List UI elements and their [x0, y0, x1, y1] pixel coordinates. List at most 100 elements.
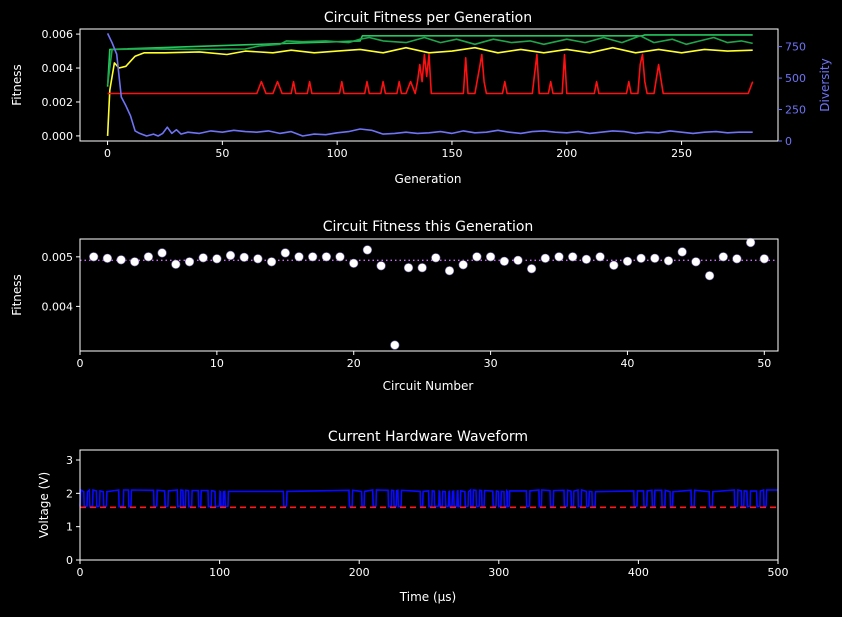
series-line-max [106, 34, 753, 86]
x-tick-label: 150 [441, 147, 462, 160]
circuit-point [376, 261, 386, 271]
hardware-waveform-chart: Current Hardware Waveform 0 100 200 300 400 5… [37, 429, 789, 604]
series-line-diversity [106, 33, 753, 137]
circuit-point [691, 257, 701, 267]
chart3-y-axis-label: Voltage (V) [37, 472, 51, 538]
y-tick-label: 1 [66, 521, 73, 534]
circuit-point [116, 255, 126, 265]
x-tick-label: 300 [488, 566, 509, 579]
x-tick-label: 30 [484, 357, 498, 370]
circuit-point [745, 237, 756, 248]
circuit-point [212, 254, 222, 264]
y-tick-label: 0.004 [42, 62, 74, 75]
chart3-title: Current Hardware Waveform [328, 429, 528, 445]
y-tick-label: 3 [66, 454, 73, 467]
circuit-point [362, 245, 373, 255]
circuit-point [759, 254, 769, 264]
y2-tick-label: 500 [785, 72, 806, 85]
x-tick-label: 500 [768, 566, 789, 579]
x-tick-label: 100 [209, 566, 230, 579]
fitness-per-generation-chart: Circuit Fitness per Generation 0 50 100 150… [10, 10, 832, 186]
x-tick-label: 10 [210, 357, 224, 370]
circuit-point [458, 260, 468, 270]
x-tick-label: 250 [671, 147, 692, 160]
circuit-point [253, 254, 263, 264]
circuit-point [403, 263, 414, 273]
chart2-x-axis-label: Circuit Number [383, 379, 474, 393]
circuit-point [581, 254, 592, 264]
x-tick-label: 200 [556, 147, 577, 160]
x-tick-label: 50 [757, 357, 771, 370]
x-tick-label: 50 [215, 147, 229, 160]
circuit-point [102, 253, 112, 263]
circuit-point [143, 252, 153, 262]
chart2-y-axis-label: Fitness [10, 274, 24, 316]
circuit-point [622, 256, 633, 266]
circuit-point [554, 252, 564, 262]
circuit-point [280, 248, 290, 258]
series-line-best [106, 34, 753, 87]
x-tick-label: 0 [77, 566, 84, 579]
x-tick-label: 20 [347, 357, 361, 370]
chart2-title: Circuit Fitness this Generation [323, 219, 534, 235]
circuit-point [390, 340, 400, 350]
circuit-point [130, 257, 140, 267]
chart1-diversity-axis-label: Diversity [818, 58, 832, 111]
circuit-point [184, 257, 195, 267]
y-tick-label: 0.004 [42, 300, 74, 313]
circuit-point [349, 258, 359, 268]
circuit-point [89, 252, 99, 262]
circuit-point [636, 253, 646, 263]
circuit-point [417, 263, 427, 273]
x-tick-label: 0 [104, 147, 111, 160]
y-tick-label: 0.000 [42, 130, 74, 143]
circuit-point [609, 260, 619, 270]
y2-tick-label: 250 [785, 104, 806, 117]
circuit-point [308, 252, 318, 262]
x-tick-label: 0 [77, 357, 84, 370]
circuit-point [225, 250, 236, 260]
y-tick-label: 2 [66, 487, 73, 500]
chart1-y-axis-label: Fitness [10, 64, 24, 106]
circuit-point [526, 264, 537, 274]
circuit-point [663, 256, 674, 266]
chart2-frame [79, 238, 779, 352]
x-tick-label: 200 [349, 566, 370, 579]
y-tick-label: 0.002 [42, 96, 74, 109]
circuit-point [595, 252, 605, 262]
x-tick-label: 400 [628, 566, 649, 579]
circuit-point [267, 257, 277, 267]
y-tick-label: 0.006 [42, 28, 74, 41]
circuit-point [472, 252, 482, 262]
circuit-point [444, 266, 455, 276]
series-line-min [107, 53, 754, 95]
circuit-point [157, 248, 167, 258]
circuit-point [239, 252, 249, 262]
circuit-point [198, 253, 208, 263]
chart1-x-axis-label: Generation [395, 172, 462, 186]
chart3-x-axis-label: Time (µs) [399, 590, 456, 604]
chart1-frame [79, 28, 779, 142]
circuit-point [499, 256, 509, 266]
circuit-point [171, 259, 181, 269]
x-tick-label: 100 [327, 147, 348, 160]
chart3-frame [79, 449, 779, 561]
circuit-point [321, 252, 332, 262]
y2-tick-label: 0 [785, 135, 792, 148]
circuit-point [486, 252, 496, 262]
circuit-point [431, 253, 441, 263]
circuit-point [335, 252, 345, 262]
y2-tick-label: 750 [785, 41, 806, 54]
fitness-this-generation-chart: Circuit Fitness this Generation 0 10 20 30 4… [10, 219, 779, 393]
x-tick-label: 40 [620, 357, 634, 370]
circuit-point [540, 253, 550, 263]
chart1-title: Circuit Fitness per Generation [324, 10, 532, 26]
circuit-point [513, 255, 523, 265]
series-line-mean [106, 46, 753, 136]
y-tick-label: 0 [66, 554, 73, 567]
circuit-point [704, 271, 715, 281]
circuit-point [294, 252, 304, 262]
circuit-point [568, 252, 578, 262]
